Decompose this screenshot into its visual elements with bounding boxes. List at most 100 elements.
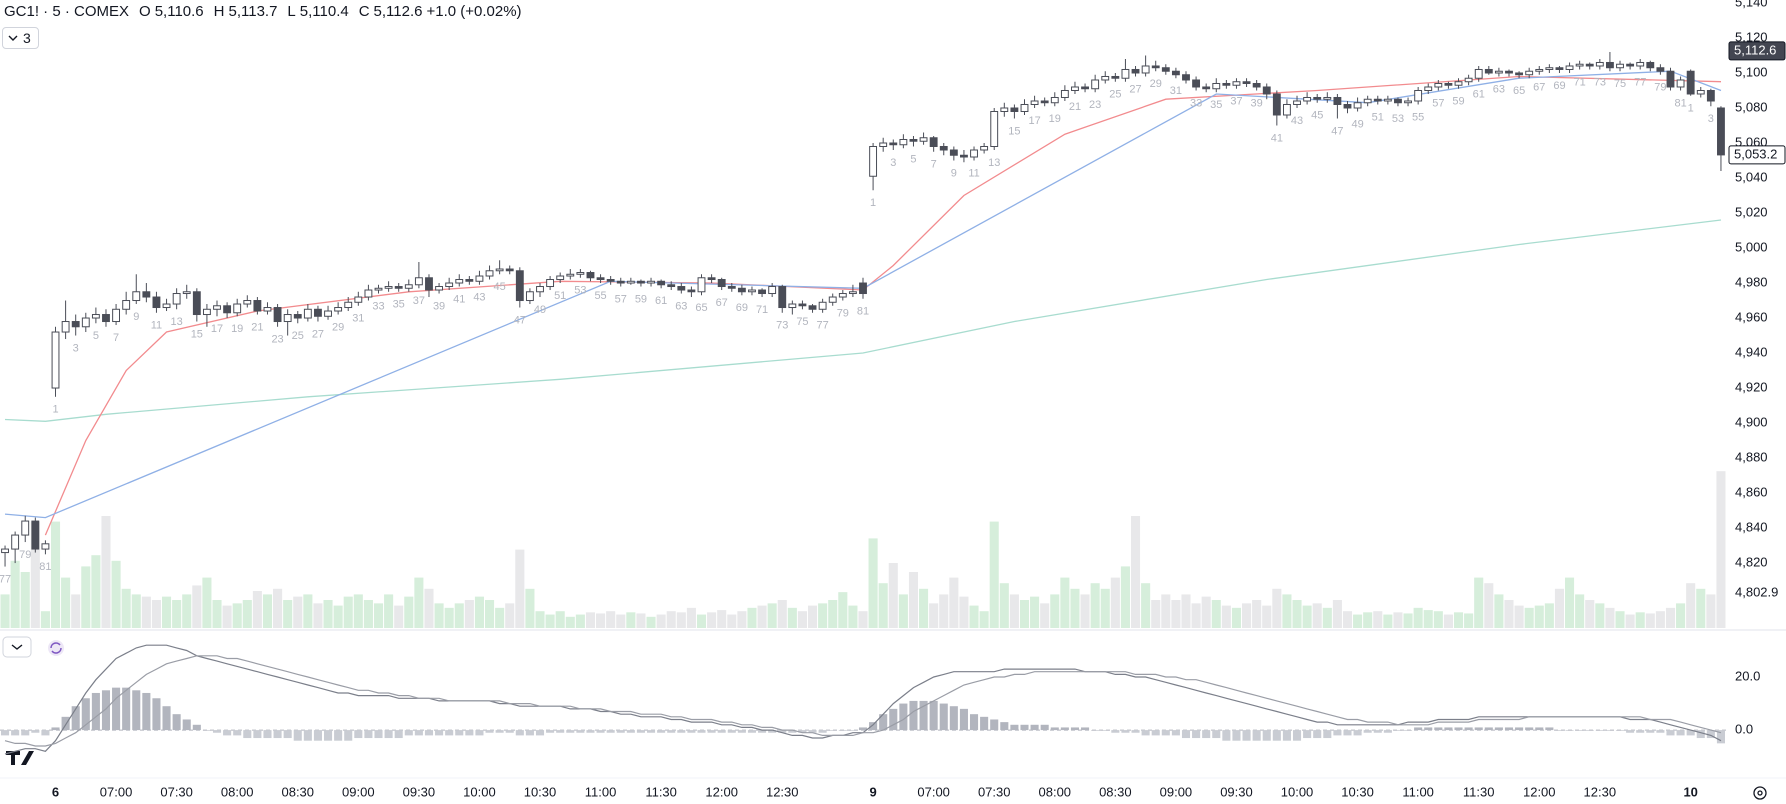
volume-bar — [1696, 588, 1706, 628]
macd-histogram — [1373, 730, 1382, 733]
volume-bar — [555, 611, 565, 628]
macd-histogram — [1131, 730, 1140, 733]
volume-bar — [162, 596, 172, 628]
candle-body — [31, 520, 40, 550]
volume-bar — [91, 555, 101, 628]
volume-bar — [505, 603, 515, 628]
x-tick-label: 07:00 — [917, 784, 950, 799]
volume-bar — [838, 592, 848, 628]
macd-histogram — [11, 730, 20, 736]
volume-bar — [1615, 611, 1625, 628]
price-tag-label: 5,053.2 — [1734, 146, 1777, 161]
indicators-toggle[interactable]: 3 — [2, 27, 39, 49]
y-tick-label: 4,880 — [1735, 449, 1768, 464]
candle-body — [717, 279, 726, 288]
macd-histogram — [142, 692, 151, 731]
macd-histogram — [1414, 727, 1423, 731]
macd-histogram — [223, 730, 232, 736]
macd-histogram — [394, 730, 403, 739]
settings-icon[interactable] — [1753, 786, 1767, 800]
bar-number: 69 — [1553, 80, 1565, 92]
candle-body — [1686, 70, 1695, 95]
pane-button[interactable] — [2, 636, 32, 658]
volume-bar — [585, 612, 596, 628]
macd-histogram — [1262, 730, 1271, 741]
y-tick-label: 5,100 — [1735, 64, 1768, 79]
bar-number: 5 — [910, 153, 916, 165]
candle-body — [1272, 93, 1281, 116]
candle-body — [1484, 68, 1493, 74]
macd-histogram — [81, 698, 90, 731]
volume-bar — [313, 603, 323, 628]
candle-body — [1232, 81, 1241, 86]
macd-histogram — [838, 730, 847, 731]
volume-bar — [616, 614, 626, 628]
macd-histogram — [455, 730, 464, 736]
volume-bar — [757, 605, 767, 628]
candle-body — [324, 310, 332, 317]
bar-number: 43 — [473, 292, 485, 304]
macd-histogram — [818, 730, 827, 733]
bar-number: 41 — [1271, 132, 1283, 144]
volume-bar — [293, 596, 303, 628]
price-tag-label: 5,112.6 — [1734, 42, 1776, 57]
symbol[interactable]: GC1! · 5 · COMEX — [4, 3, 130, 20]
candle-body — [818, 301, 827, 310]
macd-histogram — [939, 703, 948, 731]
volume-bar — [353, 594, 363, 628]
candle-body — [1101, 75, 1110, 81]
volume-bar — [1100, 588, 1110, 628]
candle-body — [1060, 89, 1069, 98]
volume-bar — [424, 588, 434, 628]
pane-toggle[interactable] — [2, 636, 32, 658]
volume-bar — [999, 583, 1009, 628]
candle-body — [485, 270, 494, 277]
candle-body — [1, 548, 9, 554]
candle-body — [1222, 82, 1231, 86]
candle-body — [142, 291, 151, 298]
volume-bar — [1242, 603, 1252, 628]
volume-bar — [1645, 613, 1655, 628]
y-tick-label: 4,920 — [1735, 379, 1768, 394]
logo[interactable] — [6, 751, 34, 765]
macd-histogram — [283, 730, 292, 739]
candle-body — [374, 287, 383, 291]
macd-histogram — [556, 730, 565, 733]
volume-bar — [1201, 596, 1211, 628]
bar-number: 63 — [1493, 83, 1505, 95]
bar-number: 17 — [1028, 115, 1040, 127]
macd-line — [4, 655, 1722, 747]
candle-body — [1353, 102, 1362, 109]
macd-histogram — [1202, 730, 1211, 739]
volume-bar — [565, 616, 575, 628]
volume-bar — [858, 611, 868, 628]
macd-histogram — [1696, 730, 1705, 739]
candle-body — [1616, 63, 1624, 69]
volume-bar — [474, 596, 484, 628]
y-tick-label: 5,140 — [1735, 0, 1768, 9]
macd-histogram — [525, 730, 534, 736]
volume-bar — [676, 612, 686, 628]
refresh-icon[interactable] — [48, 640, 64, 656]
candle-body — [41, 543, 50, 550]
candle-body — [848, 291, 857, 295]
candle-body — [223, 305, 232, 314]
candle-body — [525, 291, 534, 302]
candle-body — [606, 279, 615, 282]
macd-histogram — [313, 730, 322, 741]
y-tick-label: 4,820 — [1735, 555, 1768, 570]
candle-body — [1091, 79, 1100, 90]
volume-bar — [1353, 614, 1363, 628]
bar-number: 49 — [1351, 118, 1363, 130]
macd-histogram — [1716, 730, 1725, 744]
volume-bar — [1302, 605, 1312, 628]
x-tick-label: 10:30 — [1341, 784, 1374, 799]
candle-body — [1161, 67, 1170, 72]
candle-body — [1505, 70, 1513, 74]
bar-number: 81 — [857, 306, 869, 318]
candle-body — [1192, 79, 1201, 88]
gear-hub — [1757, 790, 1763, 796]
macd-histogram — [263, 730, 272, 739]
candle-body — [949, 149, 958, 156]
candle-body — [213, 305, 221, 310]
